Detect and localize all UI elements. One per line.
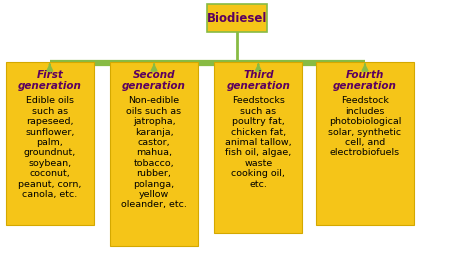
Text: Edible oils
such as
rapeseed,
sunflower,
palm,
groundnut,
soybean,
coconut,
pean: Edible oils such as rapeseed, sunflower,…: [18, 97, 82, 199]
Text: Biodiesel: Biodiesel: [207, 12, 267, 25]
FancyBboxPatch shape: [316, 62, 413, 225]
Text: Feedstock
includes
photobiological
solar, synthetic
cell, and
electrobiofuels: Feedstock includes photobiological solar…: [328, 97, 401, 157]
Text: Feedstocks
such as
poultry fat,
chicken fat,
animal tallow,
fish oil, algae,
was: Feedstocks such as poultry fat, chicken …: [225, 97, 292, 189]
Text: Non-edible
oils such as
jatropha,
karanja,
castor,
mahua,
tobacco,
rubber,
polan: Non-edible oils such as jatropha, karanj…: [121, 97, 187, 210]
FancyBboxPatch shape: [207, 4, 266, 32]
Text: Third
generation: Third generation: [227, 70, 290, 91]
Text: Fourth
generation: Fourth generation: [333, 70, 397, 91]
Text: First
generation: First generation: [18, 70, 82, 91]
FancyBboxPatch shape: [6, 62, 94, 225]
FancyBboxPatch shape: [214, 62, 302, 233]
Text: Second
generation: Second generation: [122, 70, 186, 91]
FancyBboxPatch shape: [110, 62, 198, 246]
